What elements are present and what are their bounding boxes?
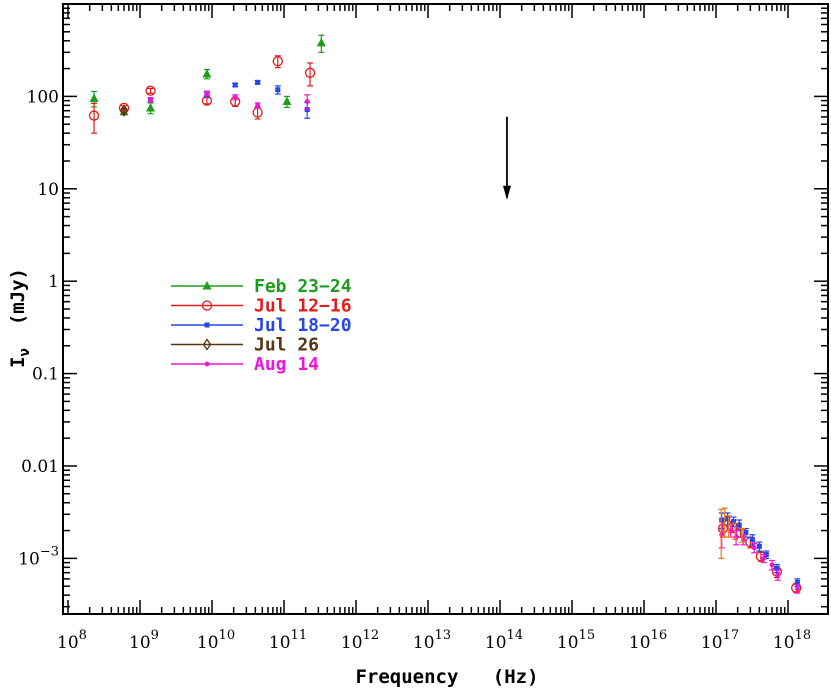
data-point — [730, 519, 736, 525]
data-point — [749, 537, 755, 543]
data-point — [756, 543, 762, 549]
legend-label: Jul 26 — [254, 335, 319, 356]
y-tick-label: 10 — [37, 180, 59, 200]
series-2 — [147, 79, 801, 587]
data-point — [725, 516, 731, 522]
legend-marker — [204, 361, 210, 367]
x-axis-title: Frequency (Hz) — [355, 666, 538, 688]
legend-item: Jul 12−16 — [171, 296, 352, 317]
data-point — [119, 104, 129, 117]
data-point — [304, 67, 316, 78]
y-axis-subscript: ν — [17, 348, 33, 356]
legend-item: Jul 26 — [171, 335, 319, 356]
series-5 — [718, 507, 746, 559]
data-point — [774, 565, 780, 571]
y-tick-label: 10−3 — [18, 544, 59, 569]
legend-marker — [202, 338, 212, 351]
legend-marker — [204, 322, 210, 328]
y-tick-label: 1 — [48, 272, 59, 292]
legend-item: Jul 18−20 — [171, 315, 352, 336]
data-point — [304, 99, 310, 104]
data-point — [761, 555, 767, 561]
y-axis-symbol: I — [7, 357, 29, 368]
data-point — [794, 579, 800, 585]
series-4 — [147, 90, 801, 594]
data-point — [89, 93, 99, 102]
data-point — [743, 530, 749, 536]
x-tick-label: 1012 — [341, 628, 379, 653]
x-tick-label: 1011 — [269, 628, 307, 653]
legend-marker — [201, 300, 213, 311]
axis-ticks — [63, 3, 828, 614]
y-axis-unit: (mJy) — [7, 268, 29, 325]
data-point — [145, 85, 156, 96]
y-tick-label: 0.01 — [21, 457, 59, 477]
data-point — [736, 522, 742, 528]
data-point — [148, 97, 153, 103]
series-1 — [88, 55, 802, 593]
x-tick-label: 1010 — [197, 628, 235, 653]
y-axis-title: Iν (mJy) — [7, 268, 33, 368]
x-tick-label: 109 — [129, 628, 159, 653]
data-point — [232, 82, 238, 88]
y-tick-label: 100 — [27, 87, 59, 107]
arrow-head — [502, 185, 511, 200]
data-point — [775, 572, 781, 578]
data-marks — [88, 34, 802, 594]
legend-label: Aug 14 — [254, 354, 319, 375]
x-tick-label: 1013 — [413, 628, 451, 653]
svg-text:Iν (mJy): Iν (mJy) — [7, 268, 33, 368]
x-tick-label: 108 — [57, 628, 87, 653]
data-point — [275, 87, 281, 93]
data-point — [255, 79, 261, 85]
legend-label: Feb 23−24 — [254, 276, 352, 297]
x-tick-label: 1015 — [557, 628, 595, 653]
data-point — [88, 110, 100, 121]
legend-label: Jul 18−20 — [254, 315, 352, 336]
data-point — [769, 562, 775, 568]
data-point — [272, 56, 283, 67]
legend-marker — [202, 281, 212, 290]
legend-item: Aug 14 — [171, 354, 319, 375]
plot-frame — [62, 3, 829, 615]
data-point — [255, 102, 261, 108]
data-point — [794, 586, 800, 592]
upper-limit-arrow — [502, 116, 511, 200]
legend-item: Feb 23−24 — [171, 276, 352, 297]
data-point — [146, 102, 156, 112]
data-point — [232, 94, 238, 100]
data-point — [316, 37, 326, 47]
data-point — [282, 96, 292, 106]
data-point — [733, 534, 739, 540]
series-3 — [119, 104, 129, 117]
data-point — [204, 90, 210, 96]
data-point — [751, 545, 757, 551]
tick-labels: 108 109 1010 1011 1012 1013 1014 1015 1016 1017 10… — [18, 87, 811, 653]
x-tick-label: 1014 — [485, 628, 523, 653]
y-tick-label: 0.1 — [32, 365, 59, 385]
legend-label: Jul 12−16 — [254, 296, 352, 317]
x-tick-label: 1018 — [773, 628, 811, 653]
x-tick-label: 1016 — [629, 628, 667, 653]
data-point — [202, 68, 212, 78]
data-point — [728, 528, 734, 533]
x-tick-label: 1017 — [701, 628, 739, 653]
